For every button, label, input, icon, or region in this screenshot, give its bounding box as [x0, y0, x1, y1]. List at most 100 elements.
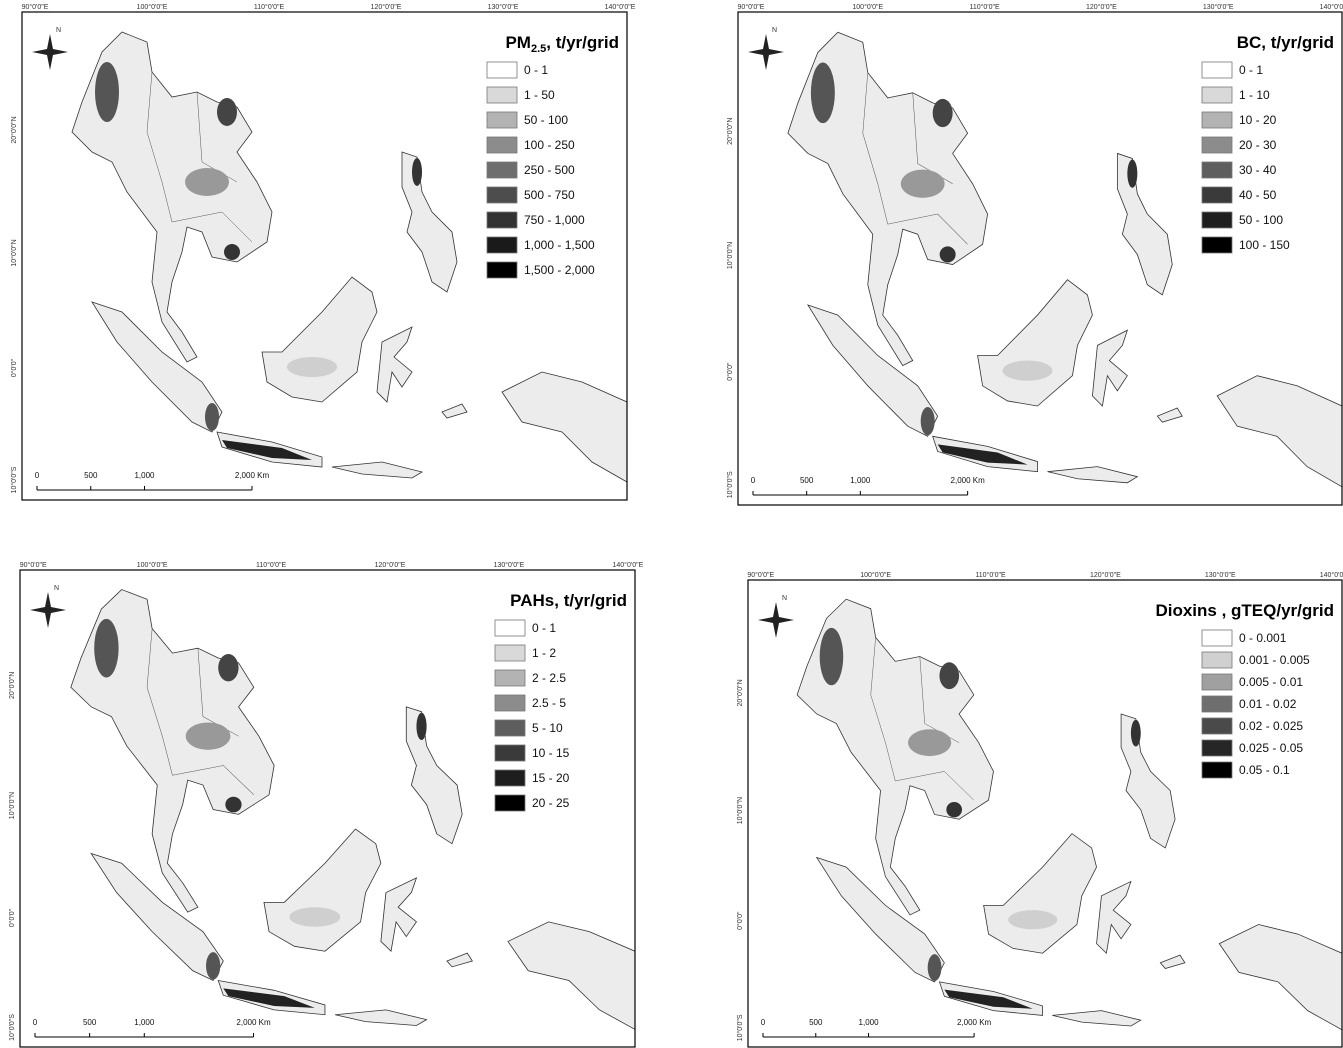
legend-swatch	[487, 212, 517, 228]
legend-label: 15 - 20	[532, 771, 570, 785]
legend-swatch	[495, 770, 525, 786]
longitude-label: 140°0'0"E	[1320, 571, 1343, 579]
scale-label: 1,000	[859, 1018, 880, 1027]
legend-label: 0.025 - 0.05	[1239, 741, 1303, 755]
latitude-label: 10°0'0"N	[8, 792, 16, 819]
legend-title: BC, t/yr/grid	[1237, 33, 1334, 52]
legend-swatch	[1202, 162, 1232, 178]
legend-label: 10 - 20	[1239, 113, 1277, 127]
longitude-label: 130°0'0"E	[494, 561, 525, 569]
legend-swatch	[495, 720, 525, 736]
north-label: N	[772, 27, 777, 34]
legend-swatch	[495, 645, 525, 661]
legend-swatch	[1202, 630, 1232, 646]
legend-title: PAHs, t/yr/grid	[510, 591, 627, 610]
title-part: PM	[505, 33, 531, 52]
legend-label: 100 - 250	[524, 138, 575, 152]
legend-label: 0.02 - 0.025	[1239, 719, 1303, 733]
scale-label: 0	[751, 476, 756, 485]
title-part: 2.5	[531, 43, 546, 55]
title-part: , t/yr/grid	[546, 33, 619, 52]
scale-label: 2,000 Km	[957, 1018, 992, 1027]
legend-label: 0 - 1	[1239, 63, 1263, 77]
scale-label: 500	[83, 1018, 97, 1027]
legend-label: 5 - 10	[532, 721, 563, 735]
longitude-label: 120°0'0"E	[371, 3, 402, 11]
legend-swatch	[1202, 237, 1232, 253]
legend-swatch	[495, 620, 525, 636]
longitude-label: 100°0'0"E	[137, 3, 168, 11]
legend-swatch	[1202, 212, 1232, 228]
longitude-label: 100°0'0"E	[860, 571, 891, 579]
latitude-label: 10°0'0"S	[736, 1014, 744, 1041]
legend-swatch	[487, 162, 517, 178]
legend-swatch	[1202, 674, 1232, 690]
legend-swatch	[495, 695, 525, 711]
longitude-label: 120°0'0"E	[1090, 571, 1121, 579]
legend-swatch	[495, 795, 525, 811]
legend-swatch	[1202, 112, 1232, 128]
scale-label: 0	[35, 471, 40, 480]
legend-label: 0.005 - 0.01	[1239, 675, 1303, 689]
scale-label: 500	[84, 471, 98, 480]
scale-label: 0	[33, 1018, 38, 1027]
legend-label: 500 - 750	[524, 188, 575, 202]
latitude-label: 0°0'0"	[8, 908, 16, 927]
legend-swatch	[487, 262, 517, 278]
longitude-label: 90°0'0"E	[747, 571, 774, 579]
scale-label: 1,000	[850, 476, 871, 485]
legend-swatch	[1202, 137, 1232, 153]
legend-label: 0.01 - 0.02	[1239, 697, 1297, 711]
latitude-label: 10°0'0"S	[8, 1014, 16, 1041]
map-panel: 90°0'0"E 100°0'0"E 110°0'0"E 120°0'0"E 130°0…	[10, 3, 636, 500]
legend-label: 750 - 1,000	[524, 213, 585, 227]
legend-swatch	[1202, 652, 1232, 668]
north-label: N	[782, 595, 787, 602]
north-arrow	[758, 602, 794, 638]
legend-label: 100 - 150	[1239, 238, 1290, 252]
scale-label: 2,000 Km	[235, 471, 270, 480]
legend-label: 10 - 15	[532, 746, 570, 760]
longitude-label: 140°0'0"E	[613, 561, 644, 569]
legend-swatch	[487, 237, 517, 253]
latitude-label: 0°0'0"	[736, 911, 744, 930]
legend-swatch	[1202, 696, 1232, 712]
legend-label: 20 - 30	[1239, 138, 1277, 152]
legend-label: 30 - 40	[1239, 163, 1277, 177]
scale-label: 2,000 Km	[236, 1018, 271, 1027]
legend-label: 50 - 100	[1239, 213, 1283, 227]
legend-label: 1 - 50	[524, 88, 555, 102]
legend-label: 1 - 2	[532, 646, 556, 660]
longitude-label: 90°0'0"E	[738, 3, 765, 11]
legend-label: 40 - 50	[1239, 188, 1277, 202]
longitude-label: 130°0'0"E	[488, 3, 519, 11]
legend-label: 0.001 - 0.005	[1239, 653, 1310, 667]
scale-label: 0	[761, 1018, 766, 1027]
longitude-label: 140°0'0"E	[605, 3, 636, 11]
north-label: N	[54, 585, 59, 592]
longitude-label: 100°0'0"E	[137, 561, 168, 569]
longitude-label: 110°0'0"E	[975, 571, 1006, 579]
legend-label: 2 - 2.5	[532, 671, 566, 685]
legend-swatch	[487, 87, 517, 103]
legend-swatch	[495, 745, 525, 761]
legend-title: PM2.5, t/yr/grid	[505, 33, 619, 55]
longitude-label: 130°0'0"E	[1205, 571, 1236, 579]
latitude-label: 10°0'0"S	[726, 471, 734, 498]
legend-title: Dioxins , gTEQ/yr/grid	[1155, 601, 1334, 620]
longitude-label: 140°0'0"E	[1320, 3, 1343, 11]
latitude-label: 20°0'0"N	[10, 116, 18, 143]
latitude-label: 20°0'0"N	[726, 118, 734, 145]
legend-label: 250 - 500	[524, 163, 575, 177]
legend-swatch	[495, 670, 525, 686]
longitude-label: 90°0'0"E	[22, 3, 49, 11]
longitude-label: 130°0'0"E	[1203, 3, 1234, 11]
legend-swatch	[487, 187, 517, 203]
north-arrow	[30, 592, 66, 628]
longitude-label: 110°0'0"E	[254, 3, 285, 11]
longitude-label: 90°0'0"E	[20, 561, 47, 569]
legend-label: 2.5 - 5	[532, 696, 566, 710]
legend-label: 0.05 - 0.1	[1239, 763, 1290, 777]
latitude-label: 20°0'0"N	[736, 679, 744, 706]
